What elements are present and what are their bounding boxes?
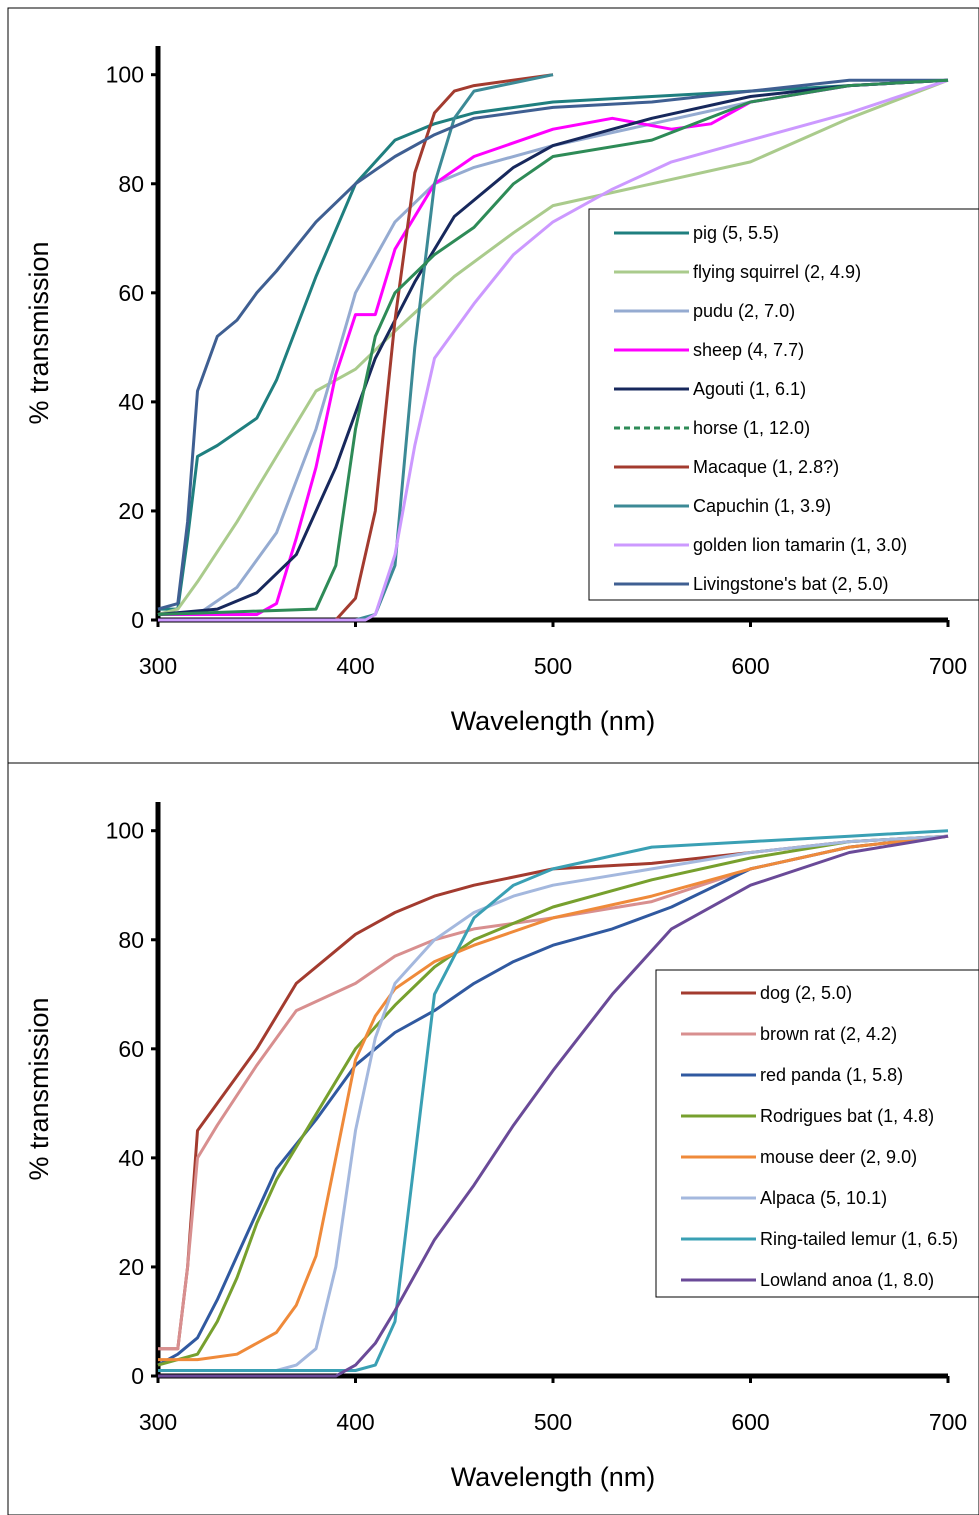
x-tick-label: 700: [929, 1409, 967, 1435]
series-line: [158, 78, 949, 616]
series-line: [158, 73, 554, 622]
series-line: [158, 829, 949, 1372]
series-line: [158, 78, 949, 622]
series-line: [158, 834, 949, 1351]
legend-label: Ring-tailed lemur (1, 6.5): [760, 1229, 958, 1249]
series-line: [158, 834, 949, 1372]
y-tick-label: 60: [118, 280, 144, 306]
legend-label: sheep (4, 7.7): [693, 340, 804, 360]
x-tick-label: 400: [336, 653, 374, 679]
y-axis-title: % transmission: [24, 997, 54, 1180]
series-line: [158, 834, 949, 1378]
y-tick-label: 60: [118, 1036, 144, 1062]
x-tick-label: 500: [534, 1409, 572, 1435]
series-line: [158, 834, 949, 1362]
x-tick-label: 300: [139, 653, 177, 679]
x-axis-title: Wavelength (nm): [451, 706, 656, 736]
x-tick-label: 600: [731, 653, 769, 679]
legend-label: Alpaca (5, 10.1): [760, 1188, 887, 1208]
series-line: [157, 78, 948, 611]
legend-label: Macaque (1, 2.8?): [693, 457, 839, 477]
legend-label: Lowland anoa (1, 8.0): [760, 1270, 934, 1290]
legend-label: horse (1, 12.0): [693, 418, 810, 438]
series-line: [157, 834, 949, 1367]
series-line: [158, 78, 949, 616]
y-tick-label: 0: [131, 1363, 144, 1389]
x-tick-label: 300: [139, 1409, 177, 1435]
y-tick-label: 40: [118, 389, 144, 415]
legend-label: mouse deer (2, 9.0): [760, 1147, 917, 1167]
legend-label: golden lion tamarin (1, 3.0): [693, 535, 907, 555]
y-tick-label: 100: [106, 818, 144, 844]
chart-panel-bottom: 0 20 40 60 80 100 300 400 500 600 700 Wavelength (n…: [7, 762, 979, 1515]
series-line: [158, 73, 554, 622]
y-tick-label: 40: [118, 1145, 144, 1171]
legend-label: Agouti (1, 6.1): [693, 379, 806, 399]
legend-label: brown rat (2, 4.2): [760, 1024, 897, 1044]
y-tick-label: 100: [106, 62, 144, 88]
series-line: [157, 78, 949, 616]
x-axis-title: Wavelength (nm): [451, 1462, 656, 1492]
series-line: [157, 834, 949, 1367]
x-tick-label: 700: [929, 653, 967, 679]
legend-box: [655, 969, 979, 1298]
y-tick-label: 80: [118, 171, 144, 197]
legend-label: pig (5, 5.5): [693, 223, 779, 243]
legend-label: pudu (2, 7.0): [693, 301, 795, 321]
x-tick-label: 400: [336, 1409, 374, 1435]
chart-panel-top: 0 20 40 60 80 100 300 400 500 600 700 Wavelength (n…: [7, 7, 979, 764]
y-tick-label: 80: [118, 927, 144, 953]
legend-label: Rodrigues bat (1, 4.8): [760, 1106, 934, 1126]
legend-label: dog (2, 5.0): [760, 983, 852, 1003]
y-tick-label: 20: [118, 498, 144, 524]
x-tick-label: 500: [534, 653, 572, 679]
x-tick-label: 600: [731, 1409, 769, 1435]
legend-label: Livingstone's bat (2, 5.0): [693, 574, 889, 594]
y-tick-label: 0: [131, 607, 144, 633]
series-line: [157, 78, 949, 616]
legend-label: flying squirrel (2, 4.9): [693, 262, 861, 282]
legend-label: Capuchin (1, 3.9): [693, 496, 831, 516]
series-line: [158, 834, 949, 1351]
legend-box: [588, 208, 979, 601]
y-axis-title: % transmission: [24, 241, 54, 424]
legend-label: red panda (1, 5.8): [760, 1065, 903, 1085]
y-tick-label: 20: [118, 1254, 144, 1280]
